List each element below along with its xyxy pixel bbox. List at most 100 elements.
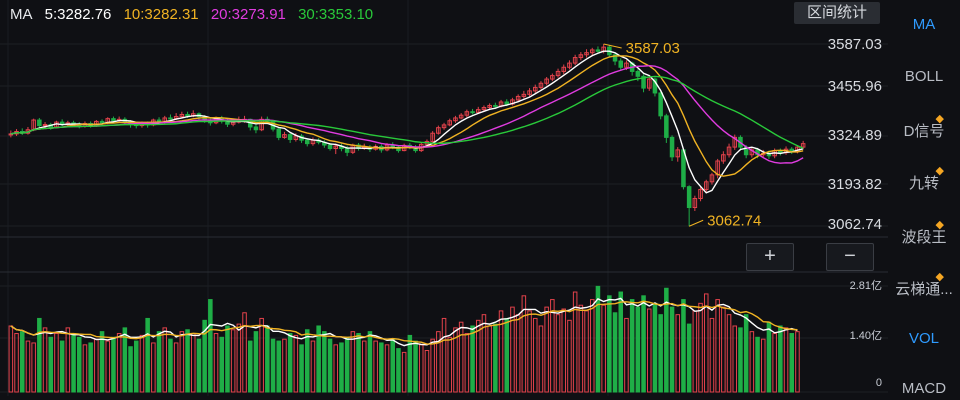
volume-bar [139,334,145,393]
volume-bar [521,295,527,393]
volume-bar [413,340,418,393]
price-tick: 3062.74 [827,216,882,233]
interval-stats-button[interactable]: 区间统计 [794,2,880,24]
candle-body [37,119,42,127]
candle-body [635,70,641,77]
volume-bar [481,314,487,393]
candle-body [578,54,584,59]
volume-bar [407,334,413,393]
volume-bar [595,285,601,393]
candle-body [430,132,435,143]
candle-body [287,134,293,140]
volume-bar [82,344,88,393]
volume-bar [755,336,760,393]
indicator-sidebar: MA BOLL D信号 ◆ 九转 ◆ 波段王 ◆ 云梯通... ◆ VOL MACD [888,0,960,400]
zoom-in-button[interactable]: + [746,243,794,271]
candle-body [276,128,282,138]
sidebar-item-boll[interactable]: BOLL [904,68,944,85]
candle-body [550,75,555,80]
volume-bar [236,323,242,393]
volume-bar [589,299,595,393]
kline-chart[interactable]: 3587.03 3062.74 [0,0,888,400]
volume-bar [418,344,424,393]
candle-body [99,120,105,124]
volume-bar [116,333,122,393]
candle-body [555,70,561,77]
volume-bar [453,327,458,393]
volume-bar [168,338,173,393]
volume-bar [550,299,555,393]
volume-bar [396,348,401,393]
volume-bar [196,338,202,393]
volume-bar [766,321,772,393]
volume-bar [561,308,567,393]
volume-bar [475,319,481,393]
candle-body [436,127,441,134]
sidebar-item-vol[interactable]: VOL [908,330,939,347]
volume-bar [692,310,698,393]
volume-bar [612,312,618,393]
volume-bar [162,327,168,393]
candle-body [458,114,464,119]
candle-body [487,104,492,109]
volume-bar [498,310,504,393]
sidebar-item-jiuzhuan[interactable]: 九转 ◆ [908,165,944,192]
candle-body [572,57,578,64]
candle-body [493,104,498,107]
sidebar-item-yuntitong[interactable]: 云梯通... ◆ [895,271,953,298]
diamond-icon: ◆ [935,271,944,283]
volume-bar [282,338,287,393]
volume-bar [59,340,65,393]
volume-bar [487,325,492,393]
volume-bar [436,331,441,393]
volume-bar [567,319,572,393]
volume-tick: 0 [875,377,882,389]
sidebar-item-boduanwang[interactable]: 波段王 ◆ [901,219,947,246]
volume-bar [247,340,253,393]
ma30-value: 30:3353.10 [298,6,374,23]
volume-bar [105,340,111,393]
volume-bar [715,299,720,393]
volume-bar [778,325,783,393]
volume-bar [578,304,584,393]
volume-bar [356,333,361,393]
sidebar-item-macd[interactable]: MACD [901,380,947,397]
zoom-out-button[interactable]: − [826,243,874,271]
volume-bar [538,325,544,393]
candle-body [589,49,595,54]
volume-bar [202,319,207,393]
volume-bar [25,340,31,393]
candle-body [470,111,475,114]
volume-bar [128,346,133,393]
volume-bar [624,317,629,393]
candle-body [521,93,527,97]
volume-bar [304,329,310,393]
candle-body [624,62,629,68]
low-price-label: 3062.74 [707,212,761,229]
candle-body [652,78,658,94]
candle-body [447,120,453,126]
volume-bar [709,317,715,393]
high-price-label-pointer [603,43,622,49]
candle-body [464,111,470,116]
price-tick: 3193.82 [827,176,882,193]
price-tick: 3455.96 [827,78,882,95]
volume-bar [424,350,430,393]
volume-bar [698,302,703,393]
volume-bar [470,325,475,393]
sidebar-item-ma[interactable]: MA [912,16,936,33]
sidebar-item-d-signal[interactable]: D信号 ◆ [903,113,945,140]
candle-body [185,113,190,117]
volume-bar [783,327,789,393]
candle-body [282,134,287,138]
volume-bar [31,342,36,393]
diamond-icon: ◆ [935,165,944,177]
volume-bar [664,287,669,393]
ma10-line [10,55,804,177]
volume-bar [48,336,54,393]
volume-bar [99,331,105,393]
volume-bar [151,342,156,393]
volume-bar [721,306,726,393]
volume-bar [225,325,230,393]
volume-bar [510,306,515,393]
